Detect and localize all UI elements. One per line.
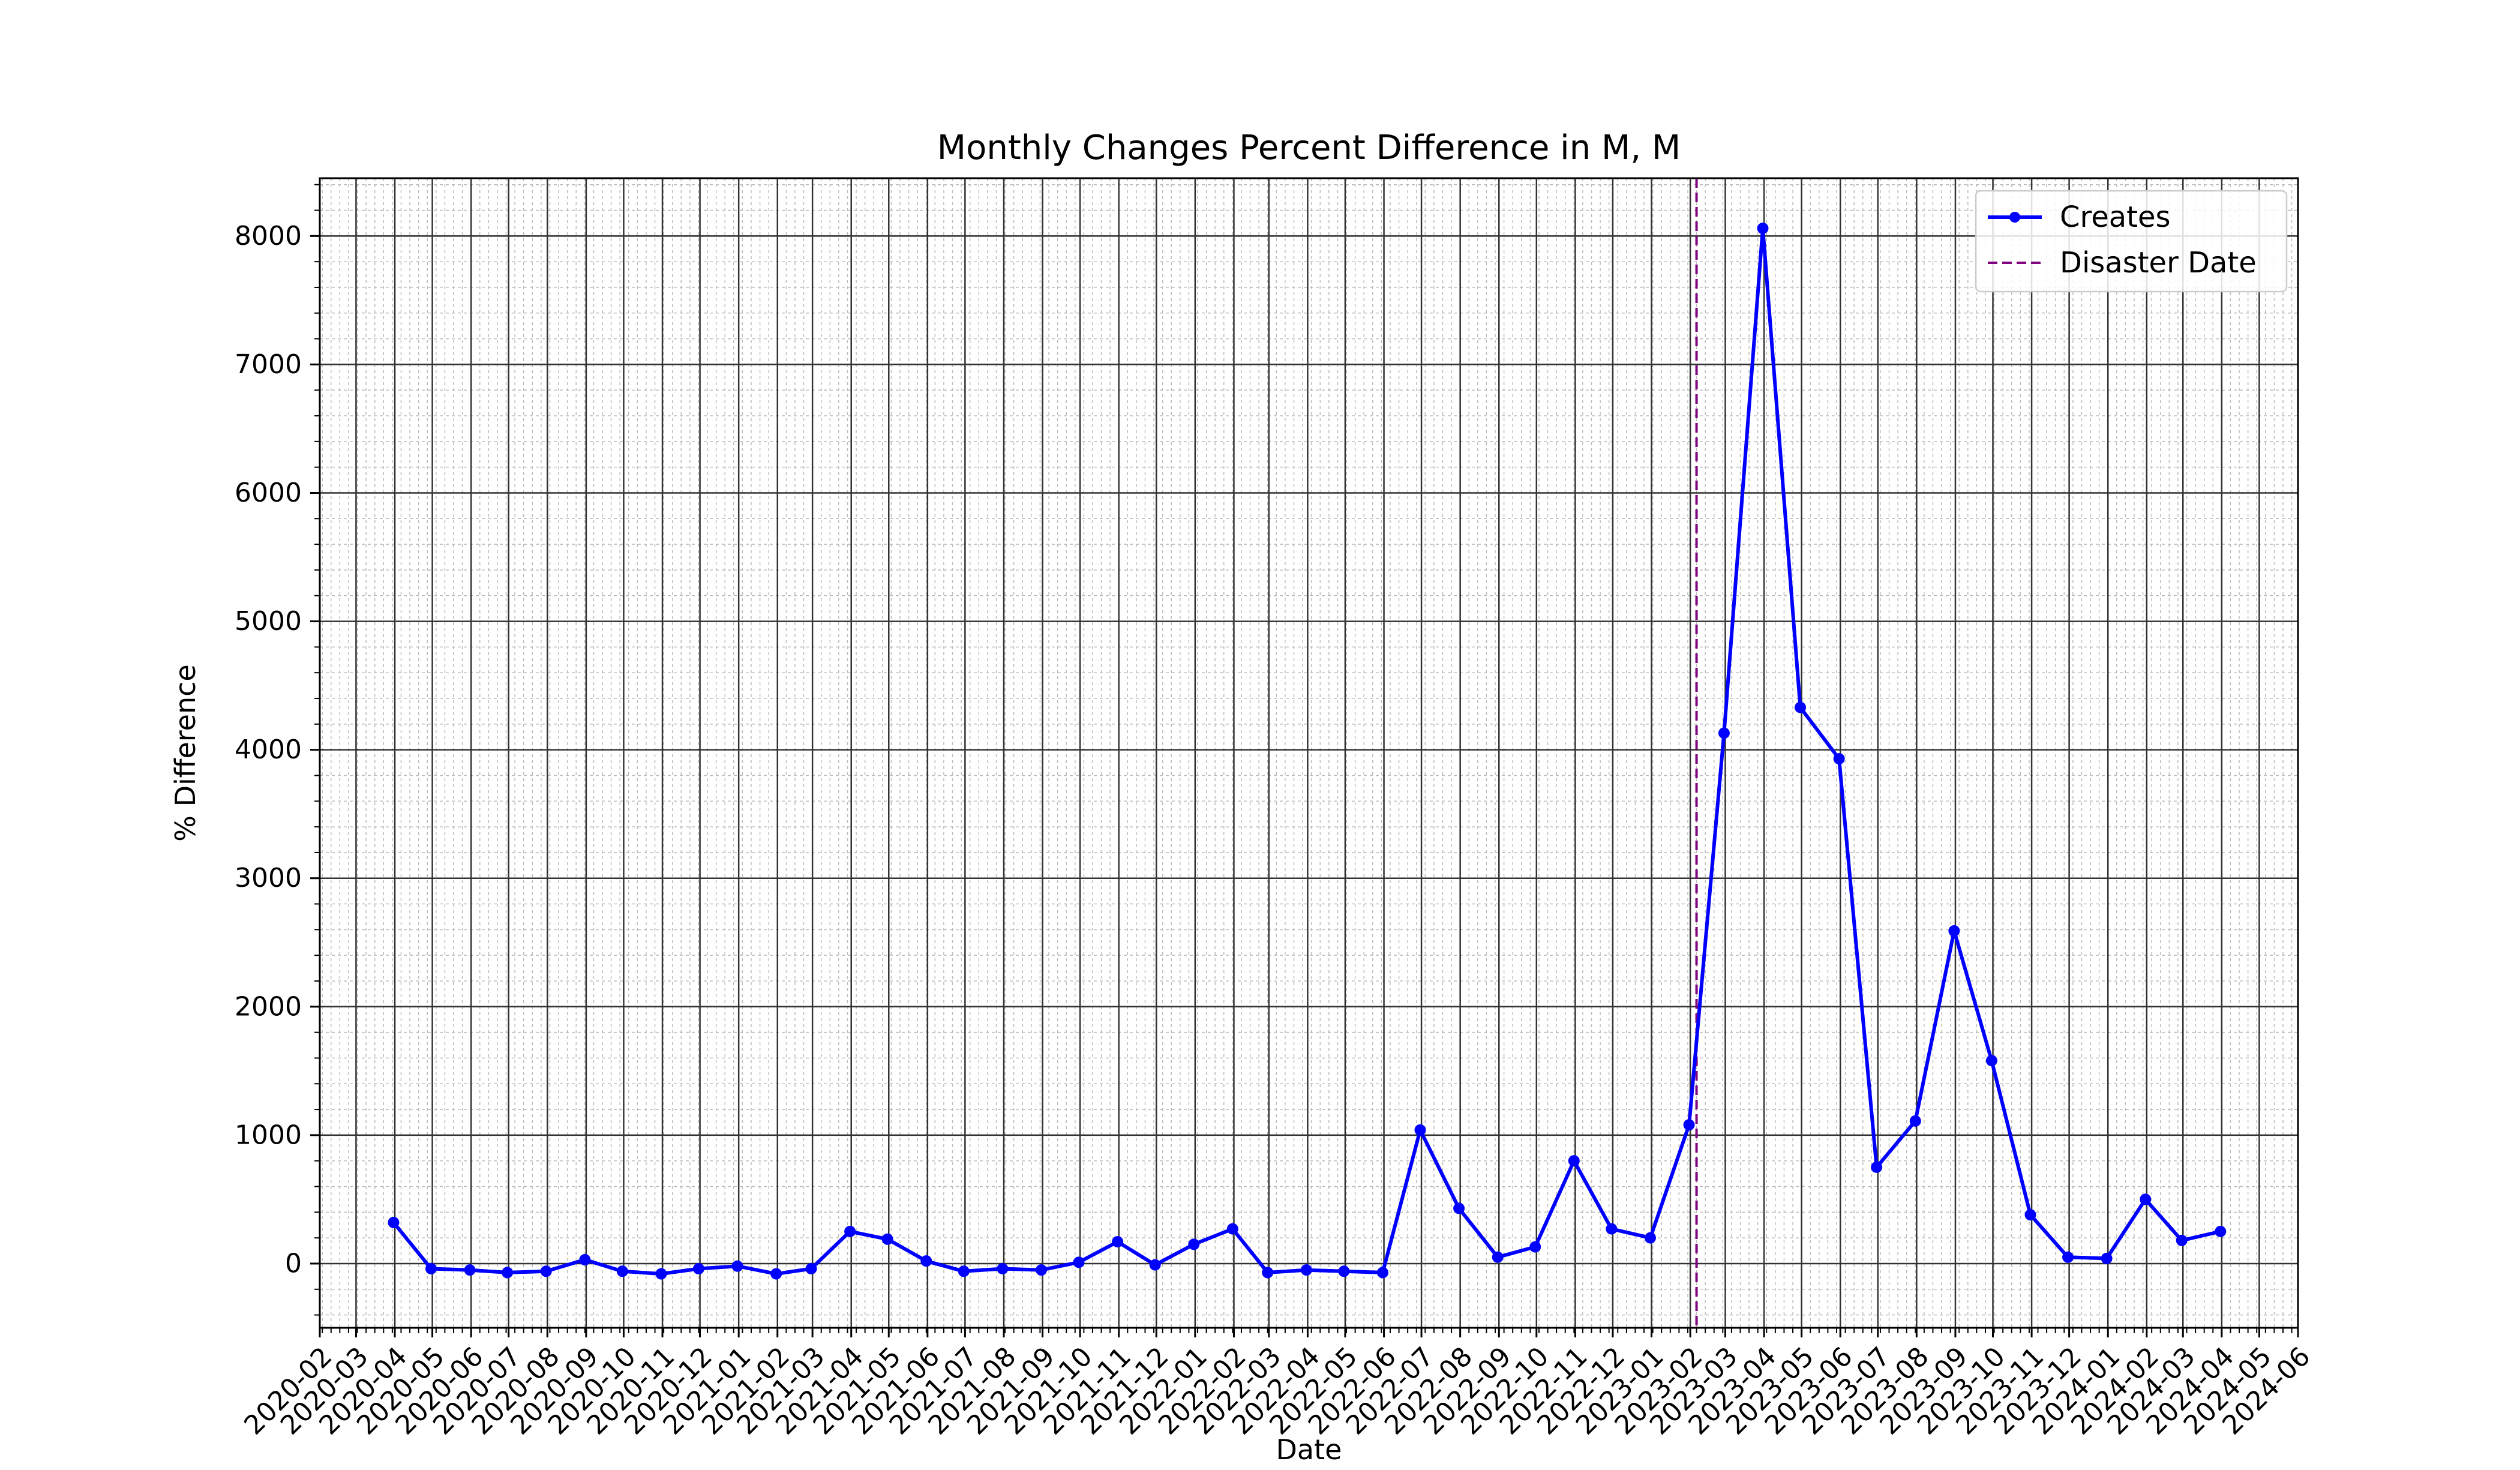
creates-data-point xyxy=(616,1265,628,1277)
plot-frame xyxy=(319,177,2299,1329)
y-tick-label: 0 xyxy=(285,1248,302,1279)
creates-data-point xyxy=(464,1264,476,1276)
creates-data-point xyxy=(388,1216,400,1228)
creates-data-point xyxy=(1718,727,1730,739)
creates-data-point xyxy=(1795,701,1807,713)
creates-data-point xyxy=(1073,1256,1085,1268)
creates-data-point xyxy=(1757,222,1769,234)
creates-data-point xyxy=(1376,1267,1388,1279)
creates-data-point xyxy=(1833,753,1845,765)
creates-data-point xyxy=(844,1225,856,1237)
creates-data-point xyxy=(731,1260,743,1272)
creates-data-point xyxy=(1568,1155,1580,1167)
creates-data-point xyxy=(2101,1252,2113,1264)
y-tick-label: 4000 xyxy=(235,734,302,765)
creates-data-point xyxy=(1149,1259,1161,1271)
major-grid xyxy=(319,178,2299,1328)
creates-data-point xyxy=(805,1263,817,1275)
creates-data-point xyxy=(1453,1202,1465,1214)
y-axis-label: % Difference xyxy=(169,664,202,841)
y-tick-label: 7000 xyxy=(235,349,302,380)
creates-data-point xyxy=(920,1255,932,1267)
y-tick-label: 8000 xyxy=(235,221,302,251)
legend-box xyxy=(1975,190,2288,293)
creates-data-point xyxy=(958,1265,970,1277)
creates-data-point xyxy=(997,1263,1009,1275)
creates-data-point xyxy=(1644,1232,1656,1244)
creates-data-point xyxy=(881,1233,893,1245)
x-axis-label: Date xyxy=(1276,1433,1342,1466)
creates-data-point xyxy=(2140,1193,2152,1205)
legend-marker-creates xyxy=(2009,212,2020,223)
y-tick-label: 2000 xyxy=(235,991,302,1022)
y-tick-label: 3000 xyxy=(235,863,302,893)
y-tick-label: 1000 xyxy=(235,1120,302,1150)
creates-data-point xyxy=(1909,1115,1921,1127)
legend-label-creates: Creates xyxy=(2060,200,2171,234)
legend-label-disaster-date: Disaster Date xyxy=(2060,246,2257,280)
creates-data-point xyxy=(1226,1223,1238,1235)
chart-title: Monthly Changes Percent Difference in M,… xyxy=(937,128,1681,167)
creates-data-point xyxy=(2062,1251,2074,1263)
y-tick-label: 6000 xyxy=(235,478,302,508)
creates-data-point xyxy=(1112,1236,1124,1248)
creates-data-point xyxy=(655,1268,667,1280)
creates-data-point xyxy=(1683,1119,1695,1131)
creates-data-point xyxy=(2215,1225,2227,1237)
y-tick-label: 5000 xyxy=(235,606,302,637)
creates-data-point xyxy=(1036,1264,1048,1276)
creates-data-point xyxy=(502,1267,514,1279)
creates-data-point xyxy=(1871,1161,1883,1173)
creates-data-point xyxy=(1414,1124,1426,1136)
creates-data-point xyxy=(2176,1234,2188,1246)
creates-data-point xyxy=(1262,1267,1274,1279)
legend: Creates Disaster Date xyxy=(1975,190,2288,293)
creates-data-point xyxy=(1492,1251,1504,1263)
creates-data-point xyxy=(425,1263,437,1275)
creates-data-point xyxy=(1188,1238,1200,1250)
creates-data-point xyxy=(1948,925,1960,937)
creates-data-point xyxy=(1606,1223,1618,1235)
creates-data-point xyxy=(770,1268,782,1280)
creates-data-point xyxy=(1338,1265,1350,1277)
plot-marks xyxy=(388,178,2227,1328)
creates-data-point xyxy=(540,1265,552,1277)
creates-data-point xyxy=(2024,1209,2036,1221)
creates-data-point xyxy=(1985,1055,1997,1067)
creates-data-point xyxy=(1300,1264,1312,1276)
creates-data-point xyxy=(1529,1241,1541,1253)
creates-data-point xyxy=(579,1254,591,1266)
creates-data-point xyxy=(692,1263,704,1275)
